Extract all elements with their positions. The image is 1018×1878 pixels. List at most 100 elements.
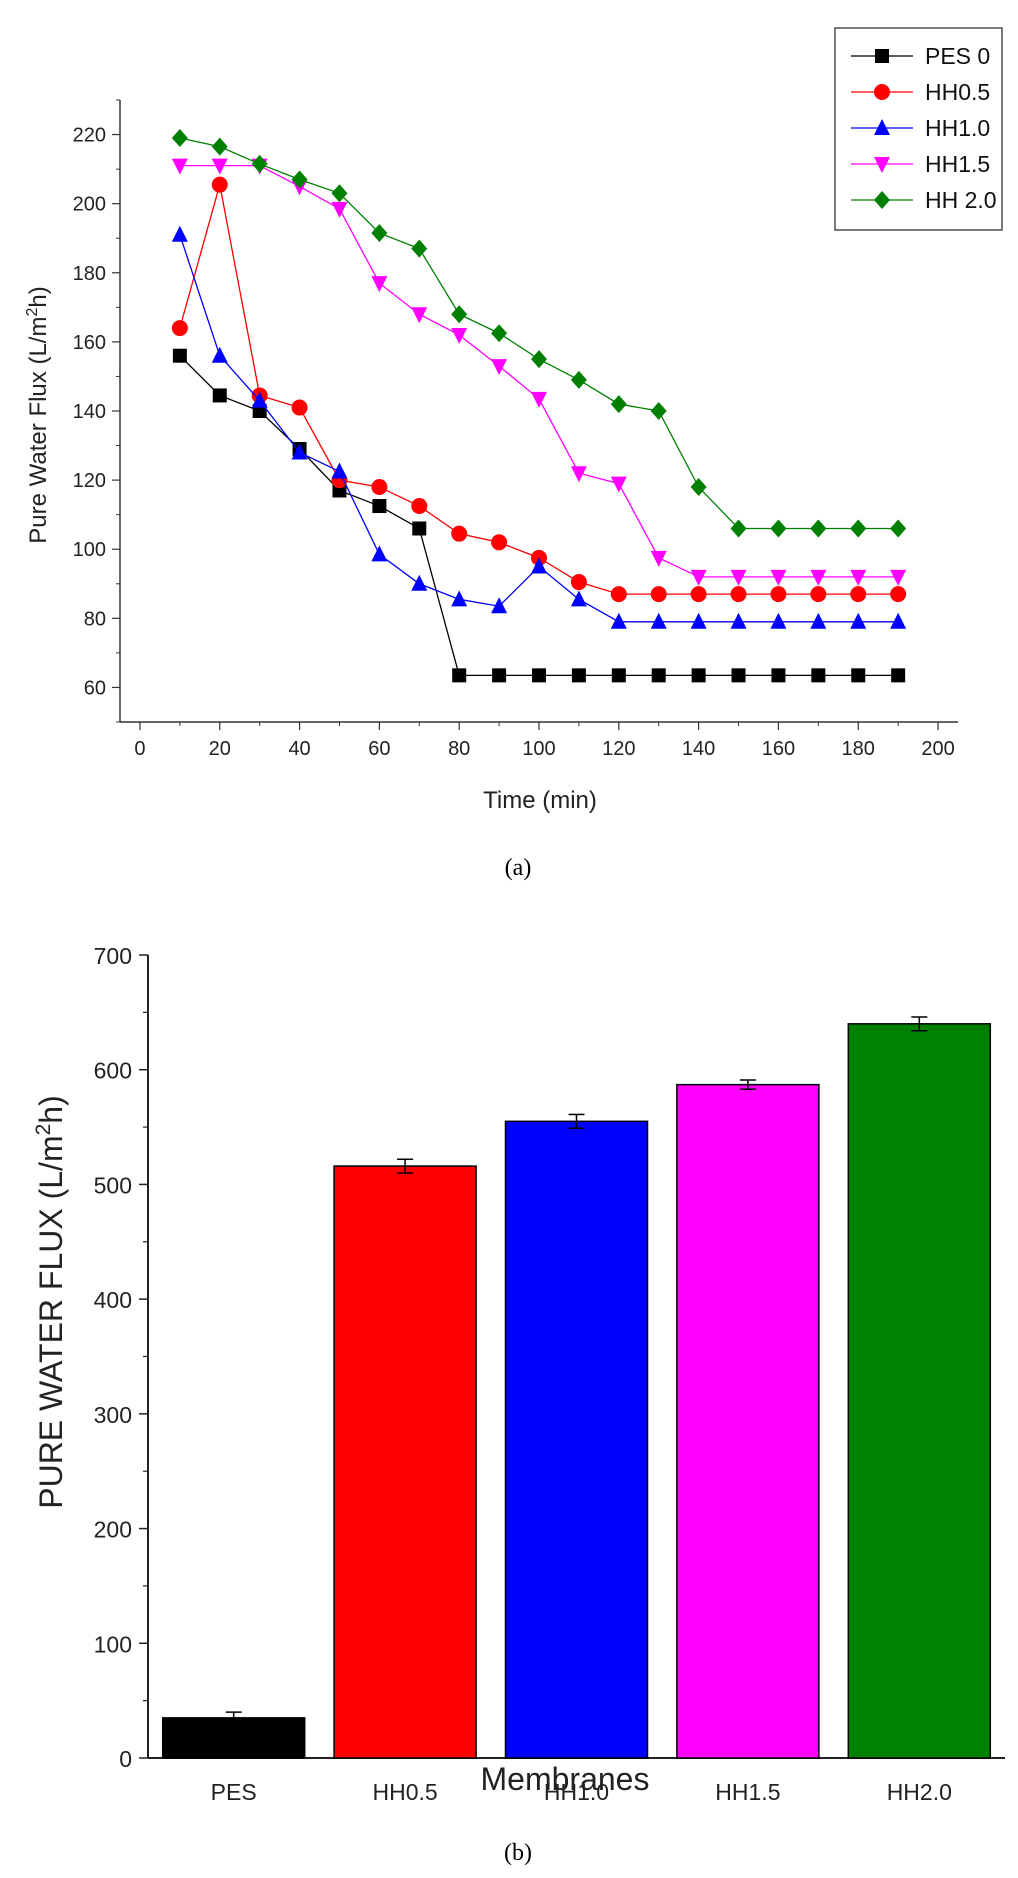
diamond-marker	[171, 129, 188, 148]
square-marker	[571, 668, 586, 683]
y-tick-label: 80	[84, 608, 106, 630]
circle-marker	[291, 399, 308, 416]
x-axis-title: Membranes	[481, 1761, 650, 1797]
x-tick-label: 40	[288, 738, 310, 760]
square-marker	[492, 668, 507, 683]
y-axis-title-main: Pure Water Flux (L/m	[25, 317, 52, 544]
diamond-marker	[251, 154, 268, 173]
triangle-down-marker	[331, 201, 348, 218]
bar-group-hh2-0: HH2.0	[847, 1016, 992, 1805]
x-tick-label: 60	[368, 738, 390, 760]
diamond-marker	[411, 239, 428, 258]
x-tick-label: 160	[762, 738, 795, 760]
y-tick-label: 60	[84, 677, 106, 699]
diamond-marker	[890, 519, 907, 538]
panel-label-b: (b)	[504, 1840, 532, 1866]
triangle-up-marker	[690, 612, 707, 629]
y-tick-label: 200	[73, 194, 106, 216]
series-line	[179, 165, 899, 578]
bar-group-hh0-5: HH0.5	[333, 1158, 477, 1805]
square-marker	[891, 668, 906, 683]
triangle-down-marker	[570, 466, 587, 483]
diamond-marker	[610, 395, 627, 414]
bar-group-hh1-5: HH1.5	[676, 1079, 820, 1805]
series-hh0-5	[171, 176, 907, 603]
legend-box	[834, 27, 1003, 231]
triangle-up-marker	[890, 612, 907, 629]
y-tick-label: 140	[73, 401, 106, 423]
line-chart-legend: PES 0 HH0.5 HH1.0 HH1.5 HH 2.0	[834, 27, 1003, 231]
y-axis-title-end: h)	[25, 286, 52, 307]
triangle-up-marker	[251, 391, 268, 408]
x-tick-label: 200	[921, 738, 954, 760]
bar	[504, 1120, 649, 1759]
line-chart-axes: 0 20 40 60 80 100 120 140 160 180 200 60 80 100 120 140…	[73, 99, 958, 760]
triangle-down-marker	[211, 158, 228, 175]
bar	[676, 1083, 820, 1759]
bar-chart-panel: 0 100 200 300 400 500 600 700 PES HH0.5 HH1.0 HH1.…	[32, 943, 1005, 1866]
square-marker	[532, 668, 546, 683]
triangle-up-marker	[291, 443, 308, 460]
diamond-marker	[770, 519, 787, 538]
y-axis-title-main: PURE WATER FLUX (L/m	[33, 1135, 69, 1508]
circle-marker	[650, 586, 667, 603]
triangle-down-marker	[411, 307, 428, 324]
square-marker	[651, 668, 666, 683]
y-tick-label: 500	[94, 1172, 132, 1198]
x-tick-label: 20	[209, 738, 231, 760]
triangle-up-marker	[810, 612, 827, 629]
triangle-up-marker	[770, 612, 787, 629]
legend-label: HH 2.0	[925, 187, 997, 213]
square-marker	[851, 668, 866, 683]
triangle-down-marker	[890, 569, 907, 586]
circle-marker	[451, 525, 468, 542]
diamond-marker	[451, 305, 468, 324]
triangle-up-marker	[650, 612, 667, 629]
triangle-down-marker	[810, 569, 827, 586]
triangle-down-marker	[690, 569, 707, 586]
triangle-up-marker	[874, 119, 890, 135]
y-axis-title-end: h)	[33, 1095, 69, 1123]
x-tick-label: 80	[448, 738, 470, 760]
triangle-up-marker	[531, 557, 547, 574]
square-marker	[611, 668, 626, 683]
circle-marker	[211, 176, 228, 193]
diamond-marker	[570, 370, 587, 389]
y-axis-title-superscript: 2	[24, 308, 41, 317]
square-marker	[771, 668, 786, 683]
y-tick-label: 300	[94, 1402, 132, 1428]
triangle-down-marker	[491, 359, 508, 376]
triangle-down-marker	[850, 569, 867, 586]
square-marker	[691, 668, 706, 683]
legend-label: HH1.5	[925, 151, 990, 177]
diamond-marker	[531, 350, 547, 369]
bar-chart-bars: PES HH0.5 HH1.0 HH1.5 HH2.0	[161, 1016, 992, 1805]
circle-marker	[770, 586, 787, 603]
legend-label: HH0.5	[925, 79, 990, 105]
y-axis-title: Pure Water Flux (L/m2h)	[24, 286, 52, 543]
triangle-up-marker	[570, 590, 587, 607]
triangle-up-marker	[610, 612, 627, 629]
square-marker	[875, 49, 889, 63]
square-marker	[172, 348, 187, 363]
y-tick-label: 220	[73, 125, 106, 147]
series-line	[179, 137, 899, 530]
diamond-marker	[211, 137, 228, 156]
triangle-up-marker	[171, 225, 188, 242]
x-tick-label: 0	[134, 738, 145, 760]
x-tick-label: 100	[522, 738, 555, 760]
triangle-up-marker	[411, 574, 428, 591]
category-label: HH0.5	[372, 1779, 437, 1805]
y-axis-title-superscript: 2	[32, 1124, 55, 1136]
diamond-marker	[874, 191, 890, 209]
series-hh1-5	[171, 158, 907, 586]
triangle-down-marker	[874, 157, 890, 173]
triangle-up-marker	[491, 597, 508, 614]
category-label: PES	[211, 1779, 257, 1805]
triangle-up-marker	[371, 545, 388, 562]
triangle-down-marker	[650, 550, 667, 567]
square-marker	[412, 521, 427, 536]
square-marker	[212, 388, 227, 403]
triangle-down-marker	[610, 476, 627, 493]
